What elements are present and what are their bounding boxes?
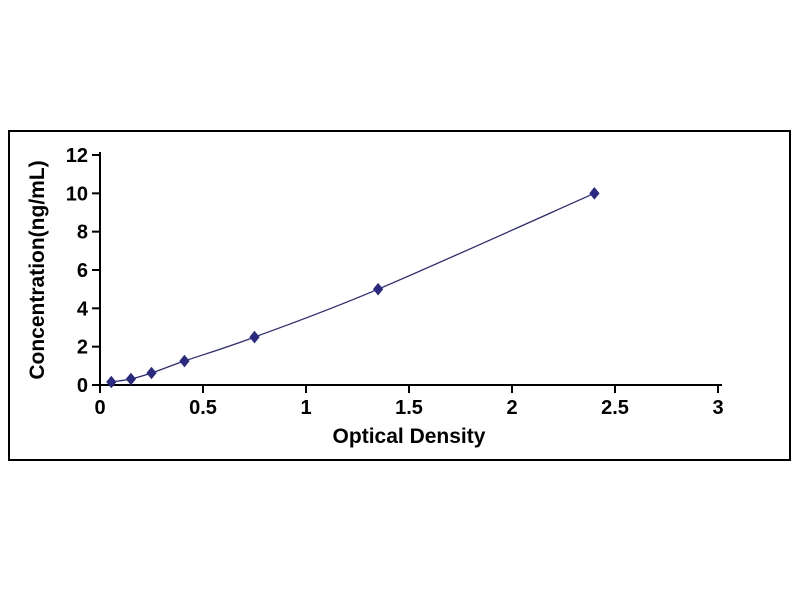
plot-area: 0 0.5 1 1.5 2 2.5 3 0 2 4 6 8 10 12 <box>66 145 724 419</box>
y-tick-label: 6 <box>77 260 88 282</box>
x-tick-label: 1 <box>300 397 311 419</box>
data-point-marker <box>146 366 157 380</box>
data-point-marker <box>179 354 190 368</box>
curve-line <box>111 192 595 383</box>
data-point-marker <box>106 375 117 389</box>
y-tick-label: 2 <box>77 337 88 359</box>
data-point-marker <box>249 330 260 344</box>
x-tick-label: 2.5 <box>601 397 629 419</box>
data-point-marker <box>589 187 600 200</box>
x-axis-title: Optical Density <box>333 425 486 448</box>
y-tick-label: 0 <box>77 375 88 397</box>
x-tick-label: 2 <box>506 397 517 419</box>
y-tick-label: 10 <box>66 183 88 205</box>
y-tick-label: 12 <box>66 145 88 167</box>
x-tick-label: 1.5 <box>395 397 423 419</box>
y-axis-title: Concentration(ng/mL) <box>26 160 49 379</box>
data-point-marker <box>372 282 384 296</box>
y-tick-label: 8 <box>77 222 88 244</box>
x-tick-label: 0.5 <box>189 397 217 419</box>
x-tick-label: 3 <box>712 397 723 419</box>
chart-frame: 0 0.5 1 1.5 2 2.5 3 0 2 4 6 8 10 12 Concentration(ng/… <box>8 130 791 461</box>
x-tick-label: 0 <box>94 397 105 419</box>
standard-curve-chart: 0 0.5 1 1.5 2 2.5 3 0 2 4 6 8 10 12 Concentration(ng/… <box>26 145 724 448</box>
data-point-marker <box>125 372 137 386</box>
y-tick-label: 4 <box>77 298 89 320</box>
